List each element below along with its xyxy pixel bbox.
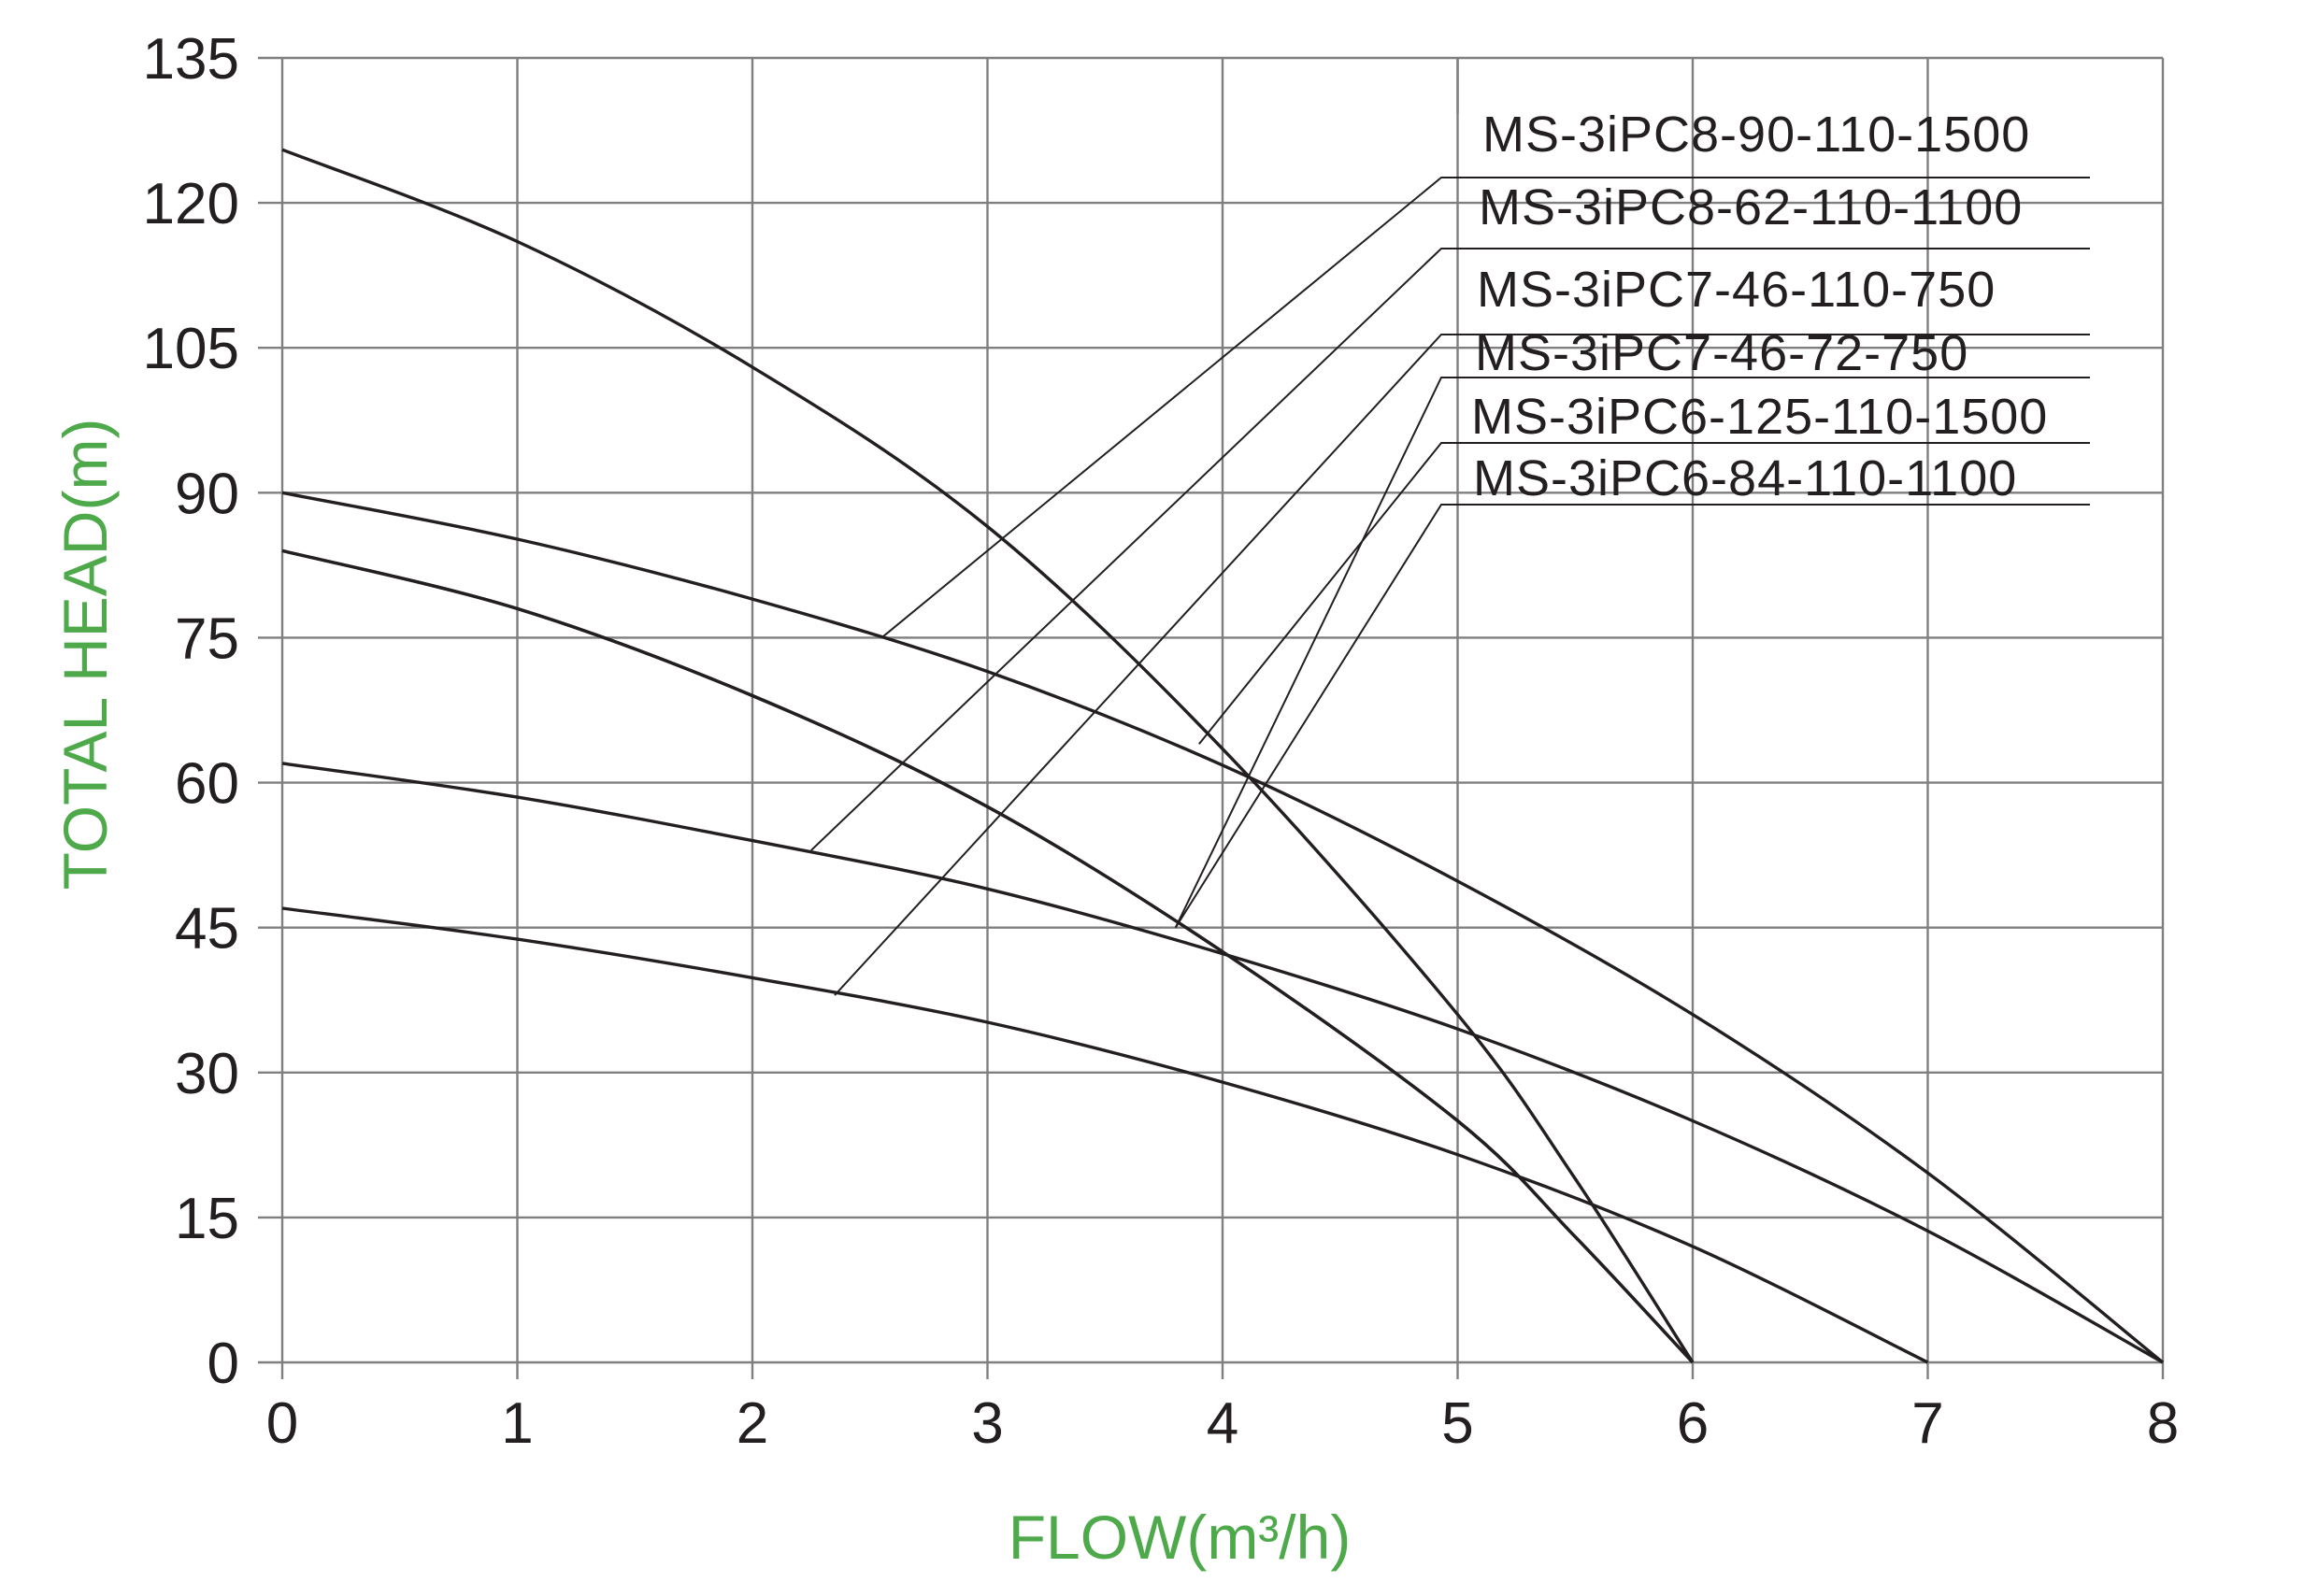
x-tick-label: 5 [1441, 1391, 1473, 1456]
series-label: MS-3iPC8-62-110-1100 [1479, 179, 2023, 235]
y-tick-label: 120 [143, 172, 239, 236]
leader-line [880, 177, 2090, 639]
curve-ms-3ipc7-46-110-750 [281, 906, 1929, 1364]
x-tick-label: 8 [2147, 1391, 2179, 1456]
series-label: MS-3iPC6-84-110-1100 [1473, 450, 2017, 506]
leader-line [810, 248, 2090, 851]
series-label: MS-3iPC7-46-72-750 [1475, 325, 1968, 381]
leader-line [834, 334, 2090, 996]
y-tick-label: 75 [175, 606, 239, 671]
series-label: MS-3iPC7-46-110-750 [1477, 262, 1996, 318]
x-tick-label: 2 [737, 1391, 768, 1456]
series-label: MS-3iPC6-125-110-1500 [1471, 389, 2048, 445]
leader-line [1174, 504, 2090, 929]
y-tick-label: 30 [175, 1042, 239, 1106]
y-tick-label: 135 [143, 27, 239, 92]
leader-line [1174, 377, 2090, 929]
y-tick-label: 105 [143, 317, 239, 381]
curve-ms-3ipc8-90-110-1500 [281, 491, 2165, 1364]
y-tick-label: 45 [175, 897, 239, 962]
x-tick-label: 7 [1911, 1391, 1943, 1456]
curve-ms-3ipc6-125-110-1500 [281, 148, 1695, 1363]
grid [258, 56, 2165, 1379]
x-tick-label: 0 [266, 1391, 298, 1456]
y-tick-label: 90 [175, 462, 239, 526]
series-labels: MS-3iPC8-90-110-1500 MS-3iPC8-62-110-1100… [810, 107, 2090, 996]
x-tick-label: 3 [971, 1391, 1003, 1456]
x-tick-label: 1 [501, 1391, 533, 1456]
leader-line [1198, 442, 2090, 745]
curve-ms-3ipc6-84-110-1100 [281, 549, 1695, 1364]
x-tick-label: 4 [1207, 1391, 1238, 1456]
curves [281, 148, 2165, 1364]
y-tick-label: 60 [175, 752, 239, 817]
y-tick-label: 0 [207, 1332, 239, 1396]
series-label: MS-3iPC8-90-110-1500 [1482, 107, 2030, 163]
x-tick-label: 6 [1677, 1391, 1709, 1456]
x-axis-title: FLOW(m³/h) [1009, 1503, 1352, 1572]
y-axis-title: TOTAL HEAD(m) [50, 419, 120, 891]
y-tick-label: 15 [175, 1187, 239, 1251]
